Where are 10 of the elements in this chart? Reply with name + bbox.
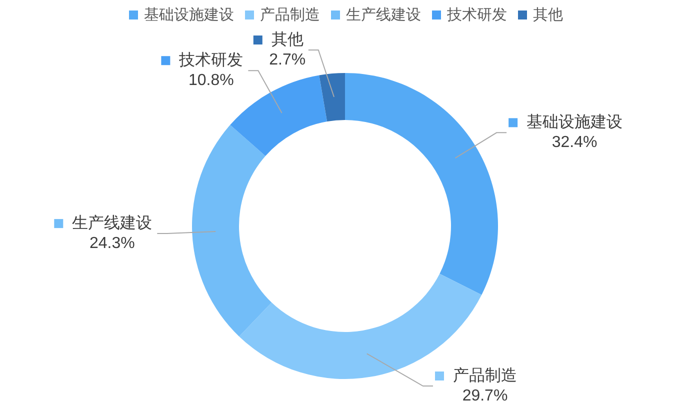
data-label: 10.8% [188, 72, 234, 90]
legend-label: 技术研发 [178, 51, 244, 70]
data-label: 32.4% [552, 134, 598, 152]
legend-label: 其他 [271, 30, 304, 48]
legend-label: 产品制造 [453, 366, 517, 384]
data-label: 24.3% [89, 235, 135, 252]
data-label: 2.7% [269, 52, 306, 68]
data-label: 29.7% [462, 388, 508, 404]
legend-label: 基础设施建设 [526, 113, 623, 132]
legend-label: 生产线建设 [72, 214, 152, 232]
